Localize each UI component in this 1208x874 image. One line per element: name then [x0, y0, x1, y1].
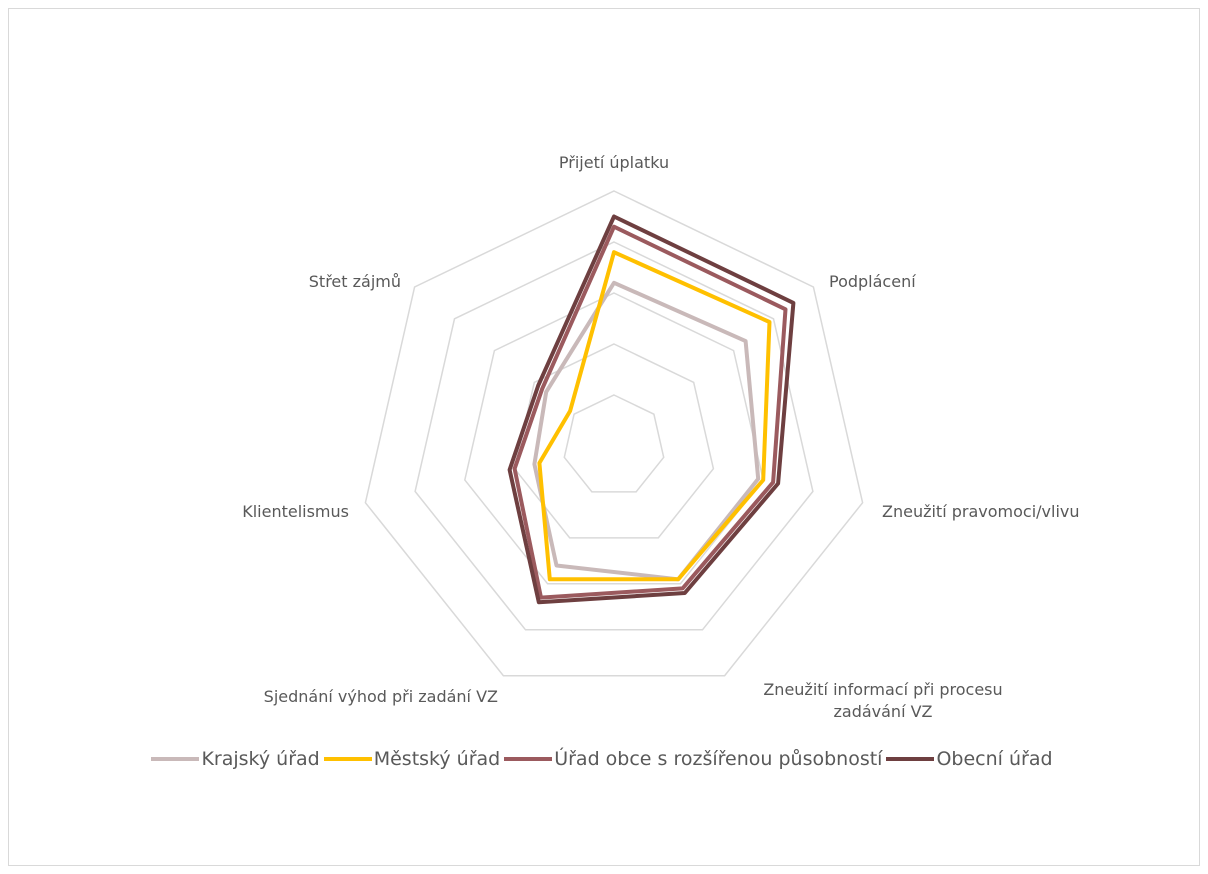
- legend-swatch: [151, 757, 200, 761]
- series-line: [507, 214, 796, 605]
- category-label: Zneužití pravomoci/vlivu: [882, 502, 1080, 521]
- legend-swatch: [886, 757, 935, 761]
- category-label: Zneužití informací při procesu zadávání …: [763, 680, 1003, 721]
- category-label: Podplácení: [829, 272, 916, 291]
- category-label: Střet zájmů: [308, 272, 401, 291]
- legend-swatch: [504, 757, 553, 761]
- legend-item: Krajský úřad: [151, 748, 320, 770]
- legend-swatch: [323, 757, 372, 761]
- series-line: [532, 280, 761, 582]
- series-line: [537, 250, 772, 582]
- legend-item: Úřad obce s rozšířenou působností: [504, 748, 882, 770]
- legend-label: Obecní úřad: [936, 748, 1053, 770]
- legend-label: Úřad obce s rozšířenou působností: [554, 748, 883, 770]
- grid-ring: [513, 343, 715, 539]
- chart-frame: [8, 8, 1200, 866]
- legend-item: Obecní úřad: [886, 748, 1053, 770]
- grid-ring: [563, 394, 665, 493]
- grid-ring: [414, 241, 814, 631]
- legend: Krajský úřad Městský úřad Úřad obce s rozš…: [0, 748, 1208, 770]
- legend-item: Městský úřad: [323, 748, 501, 770]
- category-label: Sjednání výhod při zadání VZ: [263, 687, 498, 706]
- grid-ring: [463, 292, 765, 585]
- legend-label: Krajský úřad: [201, 748, 320, 770]
- legend-label: Městský úřad: [373, 748, 501, 770]
- category-label: Přijetí úplatku: [558, 153, 670, 172]
- series-line: [512, 224, 788, 600]
- grid-ring: [364, 190, 864, 677]
- category-label: Klientelismus: [242, 502, 349, 521]
